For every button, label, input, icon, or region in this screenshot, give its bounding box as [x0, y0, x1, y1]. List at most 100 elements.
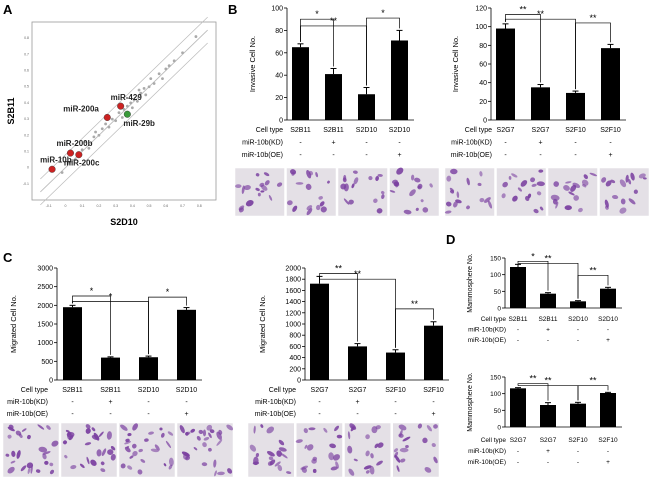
significance-marker: * [315, 9, 319, 19]
stained-cell [49, 462, 54, 467]
micrograph-field [392, 422, 440, 478]
bar [424, 325, 443, 380]
scatter-point [172, 59, 176, 63]
cell-type-label: S2G7 [497, 127, 515, 134]
cell-type-label: S2F10 [565, 127, 586, 134]
stained-cell [530, 177, 536, 183]
stained-cell [431, 443, 436, 448]
scatter-point [161, 77, 164, 81]
scatter-point [67, 161, 71, 165]
cell-type-label: S2B11 [508, 316, 527, 323]
stained-cell [140, 458, 146, 463]
stained-cell [132, 443, 137, 449]
stained-cell [479, 197, 485, 203]
cell-type-row-label: Cell type [481, 437, 507, 444]
scatter-plot-area [31, 21, 217, 201]
y-tick-label: 20 [479, 99, 487, 106]
stained-cell [628, 198, 636, 205]
kd-marker: + [331, 140, 335, 147]
cell-type-label: S2G7 [311, 387, 329, 394]
stained-cell [226, 424, 234, 431]
stained-cell [27, 467, 31, 474]
kd-row-label: miR-10b(KD) [468, 327, 506, 334]
stained-cell [287, 200, 293, 206]
y-tick-label: 50 [494, 408, 502, 415]
stained-cell [185, 431, 191, 435]
stained-cell [154, 444, 160, 451]
scatter-point [149, 77, 153, 81]
stained-cell [100, 461, 105, 466]
y-tick-label: 50 [494, 289, 502, 296]
y-tick-label: 100 [490, 272, 501, 279]
bar [348, 346, 367, 380]
kd-row-label: miR-10b(KD) [468, 448, 506, 455]
oe-marker: + [431, 411, 435, 418]
stained-cell [531, 183, 537, 187]
cell-type-label: S2F10 [385, 387, 406, 394]
stained-cell [120, 463, 126, 469]
stained-cell [520, 180, 528, 187]
stained-cell [563, 185, 570, 191]
stained-cell [132, 423, 138, 431]
y-tick-label: 60 [275, 50, 283, 57]
stained-cell [159, 427, 163, 431]
stained-cell [455, 199, 462, 204]
stained-cell [479, 171, 483, 177]
significance-marker: ** [335, 264, 343, 274]
stained-cell [7, 466, 15, 474]
stained-cell [245, 200, 254, 207]
stained-cell [11, 450, 16, 457]
oe-row-label: miR-10b(OE) [242, 152, 283, 159]
y-tick-label: 0 [27, 166, 29, 170]
stained-cell [373, 198, 378, 203]
stained-cell [315, 172, 319, 178]
kd-marker: - [394, 399, 397, 406]
stained-cell [347, 445, 353, 454]
significance-bracket [148, 296, 187, 355]
stained-cell [100, 468, 106, 473]
stained-cell [137, 469, 143, 475]
panel-label-d: D [446, 232, 455, 247]
kd-marker: - [607, 448, 609, 455]
stained-cell [179, 425, 185, 434]
stained-cell [267, 461, 273, 466]
stained-cell [62, 440, 67, 445]
stained-cell [405, 445, 409, 449]
y-tick-label: 0 [483, 118, 487, 125]
stained-cell [18, 433, 23, 438]
stained-cell [183, 453, 189, 460]
stained-cell [389, 190, 396, 193]
y-tick-label: 3000 [37, 266, 53, 273]
stained-cell [414, 177, 421, 183]
bar [540, 293, 556, 308]
kd-marker: - [607, 327, 609, 334]
stained-cell [42, 453, 47, 460]
stained-cell [433, 456, 438, 464]
stained-cell [264, 180, 270, 186]
stained-cell [306, 169, 312, 179]
kd-marker: + [108, 399, 112, 406]
y-axis-label: Migrated Cell No. [258, 295, 267, 353]
significance-marker: ** [589, 376, 597, 386]
stained-cell [402, 436, 411, 442]
y-tick-label: 100 [475, 24, 487, 31]
scatter-point [110, 117, 114, 121]
significance-marker: ** [589, 13, 597, 23]
highlighted-point-label: miR-429 [111, 93, 143, 102]
stained-cell [70, 464, 77, 470]
stained-cell [376, 460, 383, 466]
oe-marker: - [574, 152, 577, 159]
stained-cell [564, 205, 572, 211]
cell-type-label: S2B11 [538, 316, 557, 323]
scatter-point [87, 146, 91, 150]
oe-marker: - [539, 152, 542, 159]
highlighted-point [66, 149, 74, 157]
stained-cell [124, 446, 131, 453]
oe-marker: - [517, 459, 519, 466]
stained-cell [538, 169, 544, 173]
stained-cell [93, 432, 100, 441]
cell-type-row-label: Cell type [21, 387, 48, 394]
oe-marker: + [184, 411, 188, 418]
highlighted-point-label: miR-10b [40, 155, 72, 164]
